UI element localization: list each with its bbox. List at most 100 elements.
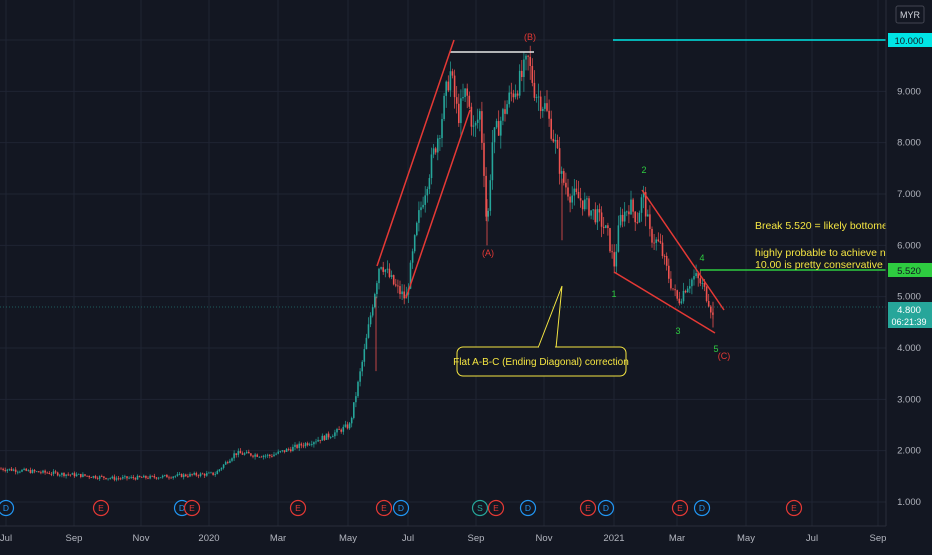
candle-body <box>327 433 330 438</box>
candle-body <box>399 286 401 295</box>
event-marker-letter: E <box>295 503 301 513</box>
dividend-event-marker[interactable]: D <box>693 499 711 517</box>
time-tick-label: Jul <box>0 533 12 544</box>
candle-body <box>166 474 168 478</box>
candle-body <box>539 96 542 112</box>
candle-body <box>86 475 88 477</box>
candle-body <box>182 474 185 478</box>
candle-body <box>670 278 672 289</box>
candle-body <box>590 210 592 216</box>
candle-body <box>260 456 263 458</box>
candle-body <box>75 474 78 477</box>
candle-body <box>151 475 153 477</box>
time-tick-label: Sep <box>870 533 887 544</box>
dividend-event-marker[interactable]: D <box>392 499 410 517</box>
currency-badge[interactable] <box>895 5 925 24</box>
candle-body <box>119 478 122 480</box>
candle-body <box>491 142 494 181</box>
candle-body <box>143 475 145 478</box>
candle-body <box>432 148 435 155</box>
candle-body <box>187 476 189 477</box>
price-tick-label: 8.000 <box>897 138 921 149</box>
candle-body <box>481 111 483 143</box>
candle-body <box>33 470 36 472</box>
candle-body <box>346 424 349 429</box>
earnings-event-marker[interactable]: E <box>579 499 597 517</box>
candle-body <box>73 473 76 477</box>
candle-body <box>277 451 279 454</box>
event-marker-letter: D <box>179 503 185 513</box>
candle-body <box>565 182 567 188</box>
candle-body <box>691 279 693 287</box>
candle-body <box>239 451 242 454</box>
candle-body <box>210 472 212 474</box>
earnings-event-marker[interactable]: E <box>671 499 689 517</box>
candle-body <box>281 450 284 452</box>
candle-body <box>510 92 513 94</box>
candle-body <box>676 290 678 299</box>
dividend-event-marker[interactable]: D <box>519 499 537 517</box>
candle-body <box>266 454 269 456</box>
earnings-event-marker[interactable]: E <box>487 499 505 517</box>
candle-body <box>609 228 611 252</box>
candle-body <box>145 475 147 478</box>
candle-body <box>103 476 105 478</box>
time-axis[interactable] <box>0 526 932 550</box>
candle-body <box>489 180 492 211</box>
candle-body <box>283 450 286 452</box>
candle-body <box>437 138 439 153</box>
earnings-event-marker[interactable]: E <box>92 499 110 517</box>
candle-body <box>350 417 353 424</box>
candle-body <box>306 443 309 446</box>
earnings-event-marker[interactable]: E <box>785 499 803 517</box>
candle-body <box>665 256 668 266</box>
split-event-marker[interactable]: S <box>471 499 489 517</box>
candle-body <box>88 475 90 478</box>
earnings-event-marker[interactable]: E <box>183 499 201 517</box>
candle-body <box>227 462 229 463</box>
candle-body <box>155 477 158 479</box>
candle-body <box>117 478 120 480</box>
candle-body <box>613 252 615 267</box>
candle-body <box>203 473 206 476</box>
candle-body <box>577 191 580 199</box>
candle-body <box>157 477 160 479</box>
candle-body <box>554 139 557 142</box>
candle-body <box>428 178 431 189</box>
candle-body <box>443 95 445 120</box>
earnings-event-marker[interactable]: E <box>375 499 393 517</box>
wave-b-label: (B) <box>524 32 536 42</box>
break-price-tag <box>888 263 932 277</box>
earnings-event-marker[interactable]: E <box>289 499 307 517</box>
wave-1-label: 1 <box>611 289 616 299</box>
candle-body <box>218 469 221 471</box>
candle-body <box>657 239 660 242</box>
dividend-event-marker[interactable]: D <box>597 499 615 517</box>
candle-body <box>323 435 326 440</box>
event-marker-letter: D <box>699 503 705 513</box>
candle-body <box>655 239 657 243</box>
candle-body <box>229 460 231 463</box>
dividend-event-marker[interactable]: D <box>0 499 15 517</box>
candle-body <box>701 282 704 284</box>
candle-body <box>495 121 498 128</box>
candle-body <box>224 462 227 465</box>
candle-body <box>550 118 552 139</box>
candle-body <box>195 473 198 476</box>
candle-body <box>31 470 34 474</box>
candle-body <box>560 171 563 174</box>
candle-body <box>472 125 475 127</box>
time-tick-label: Jul <box>402 533 414 544</box>
candle-body <box>634 211 636 223</box>
candle-body <box>680 301 683 304</box>
candle-body <box>164 474 166 476</box>
candle-body <box>50 473 53 475</box>
candle-body <box>619 214 622 226</box>
candle-body <box>470 106 473 127</box>
candle-body <box>594 209 597 223</box>
candle-body <box>615 251 618 267</box>
callout-box[interactable]: Flat A-B-C (Ending Diagonal) correction <box>453 285 629 377</box>
